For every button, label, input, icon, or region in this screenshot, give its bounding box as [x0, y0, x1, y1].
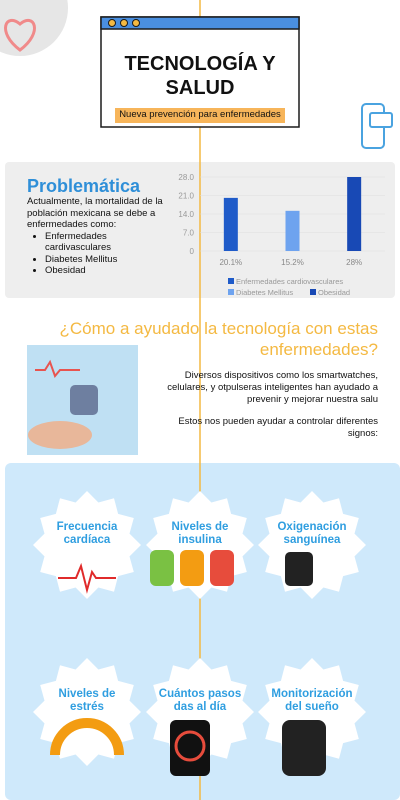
photo-watch	[70, 385, 98, 415]
message-icon	[369, 112, 393, 128]
tech-paragraph: Diversos dispositivos como los smartwatc…	[167, 370, 378, 405]
steps-icon	[170, 720, 210, 776]
tech-paragraph: Estos nos pueden ayudar a controlar dife…	[178, 416, 378, 439]
glucometer-icon	[180, 550, 204, 586]
tech-heading: ¿Cómo a ayudado la tecnología con estas …	[59, 319, 378, 359]
x-tick-label: 28%	[346, 258, 362, 267]
problem-title: Problemática	[27, 176, 141, 196]
y-tick-label: 21.0	[178, 192, 194, 201]
window-bar	[100, 16, 300, 30]
bar	[223, 197, 238, 251]
x-tick-label: 15.2%	[281, 258, 304, 267]
problem-paragraph: Actualmente, la mortalidad de la poblaci…	[27, 196, 163, 230]
y-tick-label: 28.0	[178, 173, 194, 182]
sleep-icon	[282, 720, 326, 776]
glucometer-icon	[150, 550, 174, 586]
title: TECNOLOGÍA Y SALUD	[124, 53, 276, 99]
sign-label: Frecuencia cardíaca	[56, 521, 118, 546]
dot	[120, 19, 128, 27]
bar	[285, 210, 300, 251]
legend-label: Diabetes Mellitus	[236, 288, 293, 297]
subtitle-bg	[115, 108, 285, 123]
sign-label: Cuántos pasos das al día	[158, 688, 242, 713]
dot	[108, 19, 116, 27]
problem-list: Enfermedades cardivasculares Diabetes Me…	[27, 231, 172, 277]
legend-swatch	[228, 278, 234, 284]
glucometer-icon	[210, 550, 234, 586]
problem-text: Actualmente, la mortalidad de la poblaci…	[27, 196, 172, 277]
sign-label: Niveles de estrés	[58, 688, 116, 713]
heart-icon	[4, 18, 36, 52]
y-tick-label: 7.0	[183, 229, 195, 238]
sign-label: Niveles de insulina	[171, 521, 229, 546]
dot	[132, 19, 140, 27]
subtitle: Nueva prevención para enfermedades	[119, 109, 281, 120]
legend-label: Obesidad	[318, 288, 350, 297]
problem-item: Obesidad	[45, 265, 172, 277]
legend-swatch	[228, 289, 234, 295]
legend-swatch	[310, 289, 316, 295]
bar-chart: 0 7.0 14.0 21.0 28.0 20.1% 15.2% 28% Enfermedade…	[178, 173, 385, 297]
photo-hand	[28, 421, 92, 449]
steps-ring	[174, 730, 206, 762]
sign-label: Monitorización del sueño	[271, 688, 353, 713]
problem-item: Diabetes Mellitus	[45, 254, 172, 266]
pulse-icon	[58, 562, 116, 594]
bar	[347, 177, 362, 251]
x-tick-label: 20.1%	[219, 258, 242, 267]
tech-text: Diversos dispositivos como los smartwatc…	[160, 370, 378, 440]
legend-label: Enfermedades cardiovasculares	[236, 277, 343, 286]
photo-pulse	[35, 359, 80, 378]
sign-label: Oxigenación sanguínea	[277, 521, 347, 546]
gauge-icon	[50, 718, 124, 756]
watch-icon	[285, 552, 313, 586]
problem-item: Enfermedades cardivasculares	[45, 231, 172, 254]
y-tick-label: 14.0	[178, 210, 194, 219]
badge	[33, 491, 141, 599]
y-tick-label: 0	[190, 247, 195, 256]
